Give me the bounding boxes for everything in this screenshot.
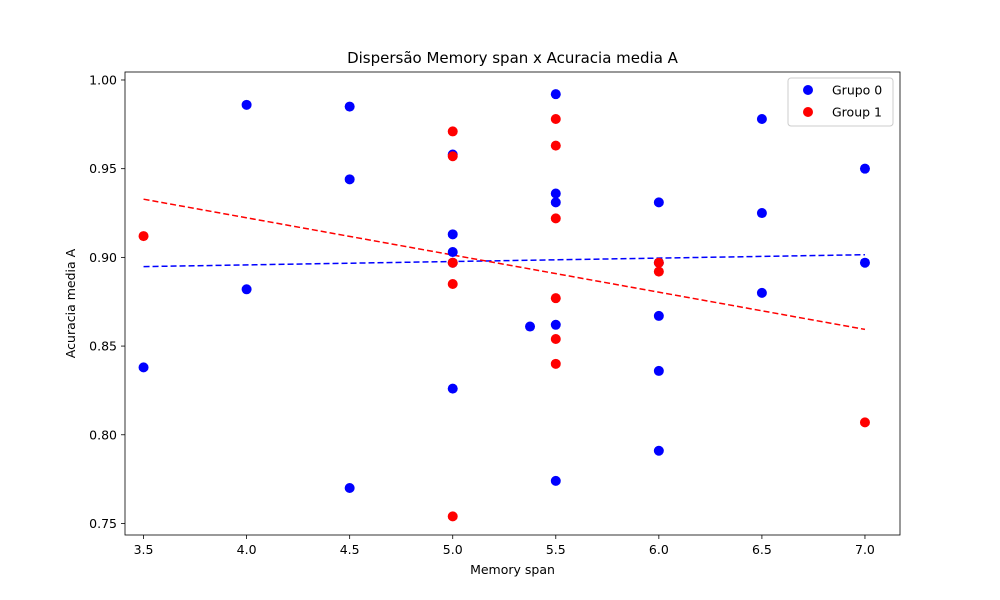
y-tick-label: 0.95	[89, 161, 117, 176]
x-tick-label: 6.0	[649, 542, 669, 557]
point-group-1	[653, 266, 664, 277]
legend-marker-grupo-0	[803, 85, 813, 95]
point-grupo-0	[859, 257, 870, 268]
point-group-1	[550, 293, 561, 304]
y-axis: 0.75 0.80 0.85 0.90 0.95 1.00	[89, 72, 125, 531]
trend-lines	[143, 198, 866, 331]
point-group-1	[859, 417, 870, 428]
point-grupo-0	[550, 188, 561, 199]
plot-background	[125, 72, 900, 535]
legend-label-grupo-0: Grupo 0	[832, 83, 882, 98]
point-group-1	[550, 114, 561, 125]
point-grupo-0	[550, 89, 561, 100]
point-grupo-0	[550, 475, 561, 486]
x-tick-label: 5.0	[443, 542, 463, 557]
trend-line-grupo-0	[143, 253, 865, 268]
point-grupo-0	[756, 287, 767, 298]
point-grupo-0	[344, 482, 355, 493]
point-grupo-0	[241, 284, 252, 295]
legend: Grupo 0 Group 1	[787, 77, 894, 127]
point-grupo-0	[756, 208, 767, 219]
x-axis: 3.5 4.0 4.5 5.0 5.5 6.0 6.5 7.0	[134, 535, 875, 557]
point-group-1	[447, 511, 458, 522]
legend-box	[787, 77, 894, 127]
point-grupo-0	[550, 319, 561, 330]
plot-border	[124, 71, 901, 536]
point-group-1	[653, 257, 664, 268]
point-grupo-0	[447, 247, 458, 258]
chart-title: Dispersão Memory span x Acuracia media A	[347, 49, 679, 67]
point-grupo-0	[653, 445, 664, 456]
point-grupo-0	[653, 197, 664, 208]
x-tick-label: 7.0	[855, 542, 875, 557]
legend-label-group-1: Group 1	[832, 105, 882, 120]
y-tick-label: 0.85	[89, 339, 117, 354]
point-grupo-0	[756, 114, 767, 125]
point-grupo-0	[550, 197, 561, 208]
point-grupo-0	[653, 310, 664, 321]
data-points	[138, 89, 870, 522]
point-group-1	[138, 231, 149, 242]
x-axis-title: Memory span	[470, 562, 555, 577]
y-tick-label: 1.00	[89, 72, 117, 87]
y-tick-label: 0.90	[89, 250, 117, 265]
point-group-1	[447, 151, 458, 162]
x-tick-label: 4.0	[237, 542, 257, 557]
x-tick-label: 5.5	[546, 542, 566, 557]
point-grupo-0	[859, 163, 870, 174]
y-axis-title: Acuracia media A	[63, 248, 78, 358]
point-grupo-0	[447, 383, 458, 394]
point-group-1	[550, 213, 561, 224]
point-grupo-0	[525, 321, 536, 332]
point-grupo-0	[344, 101, 355, 112]
point-grupo-0	[344, 174, 355, 185]
y-tick-label: 0.80	[89, 427, 117, 442]
point-grupo-0	[653, 365, 664, 376]
x-tick-label: 6.5	[752, 542, 772, 557]
point-grupo-0	[138, 362, 149, 373]
x-tick-label: 4.5	[340, 542, 360, 557]
point-grupo-0	[447, 229, 458, 240]
plot-area	[124, 71, 901, 536]
point-group-1	[550, 140, 561, 151]
point-group-1	[447, 257, 458, 268]
point-group-1	[550, 333, 561, 344]
point-group-1	[447, 126, 458, 137]
y-tick-label: 0.75	[89, 516, 117, 531]
trend-line-group-1	[143, 198, 866, 331]
legend-marker-group-1	[803, 107, 813, 117]
point-group-1	[447, 278, 458, 289]
x-tick-label: 3.5	[134, 542, 154, 557]
point-grupo-0	[241, 99, 252, 110]
point-group-1	[550, 358, 561, 369]
